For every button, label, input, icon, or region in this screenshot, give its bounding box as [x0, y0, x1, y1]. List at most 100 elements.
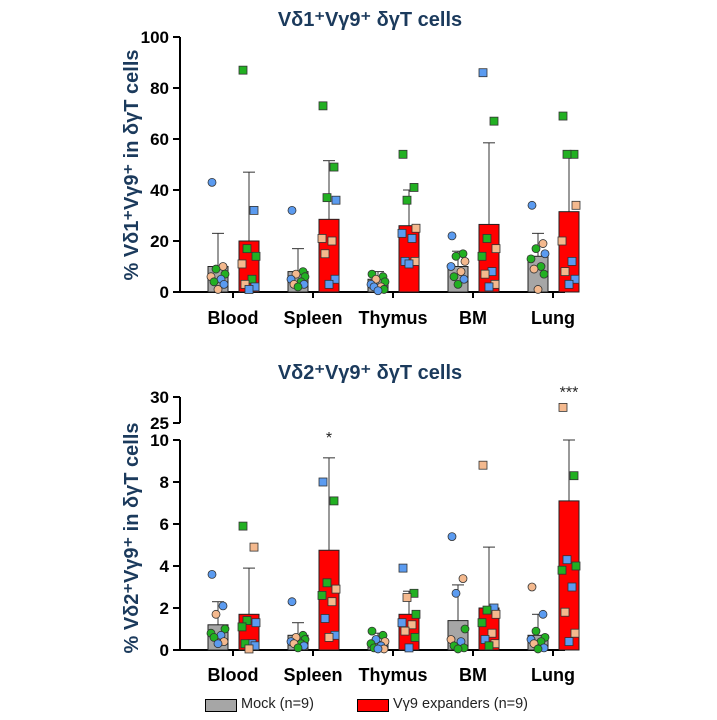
data-point [478, 460, 488, 470]
data-point [237, 622, 247, 632]
y-tick-label: 80 [150, 79, 169, 98]
data-point [244, 644, 254, 654]
data-point [249, 542, 259, 552]
data-point [407, 620, 417, 630]
data-point [211, 264, 221, 274]
y-tick-label: 0 [160, 641, 169, 660]
significance-mark: * [326, 430, 332, 447]
data-point [564, 637, 574, 646]
data-point [329, 162, 339, 172]
data-point [244, 285, 254, 294]
y-tick-label: 25 [150, 414, 169, 433]
data-point [404, 259, 414, 269]
data-point [491, 244, 501, 254]
data-point [540, 249, 550, 259]
data-point [242, 616, 252, 625]
data-point [238, 521, 248, 531]
data-point [453, 279, 463, 289]
data-point [287, 205, 297, 215]
data-point [213, 285, 223, 294]
data-point [533, 285, 543, 294]
y-tick-label: 60 [150, 130, 169, 149]
data-point [560, 607, 570, 617]
data-point [527, 200, 537, 210]
data-point [400, 626, 410, 636]
data-point [320, 249, 330, 259]
data-point [531, 626, 541, 636]
data-point [477, 618, 487, 628]
data-point [409, 183, 419, 192]
data-point [460, 256, 470, 266]
data-point [570, 274, 580, 284]
significance-mark: *** [560, 384, 579, 401]
y-tick-label: 20 [150, 232, 169, 251]
data-point [411, 223, 421, 233]
y-tick-label: 40 [150, 181, 169, 200]
data-point [317, 234, 327, 243]
data-point [562, 555, 572, 565]
data-point [451, 588, 461, 598]
chart-title: Vδ2⁺Vγ9⁺ δγT cells [278, 362, 462, 384]
data-point [480, 269, 490, 279]
data-point [249, 205, 259, 215]
x-tick-label: Thymus [358, 308, 427, 328]
data-point [331, 195, 341, 205]
data-point [207, 177, 217, 187]
data-point [447, 532, 457, 541]
data-point [447, 231, 457, 241]
data-point [446, 262, 456, 271]
data-point [567, 256, 577, 266]
x-tick-label: Blood [208, 308, 259, 328]
data-point [489, 116, 499, 126]
legend-swatch-expanders [357, 699, 389, 712]
data-point [329, 496, 339, 506]
data-point [373, 286, 383, 296]
y-tick-label: 30 [150, 388, 169, 407]
data-point [557, 565, 567, 575]
data-point [397, 228, 407, 238]
data-point [567, 582, 577, 592]
y-axis-label: % Vδ2⁺Vγ9⁺ in δγT cells [121, 422, 143, 653]
data-point [411, 609, 421, 619]
data-point [460, 624, 470, 634]
data-point [538, 239, 548, 248]
data-point [557, 236, 567, 246]
x-tick-label: Spleen [283, 308, 342, 328]
data-point [564, 279, 574, 289]
data-point [458, 574, 468, 583]
data-point [322, 578, 332, 588]
data-point [324, 633, 334, 642]
data-point [459, 274, 469, 284]
data-point [538, 609, 548, 619]
data-point [560, 267, 570, 277]
y-tick-label: 2 [160, 599, 169, 618]
data-point [402, 195, 412, 205]
x-tick-label: Spleen [283, 665, 342, 685]
data-point [293, 282, 303, 292]
data-point [569, 471, 579, 481]
data-point [209, 277, 219, 287]
x-tick-label: Lung [531, 665, 575, 685]
data-point [456, 267, 466, 277]
data-point [477, 251, 487, 261]
data-point [397, 618, 407, 628]
data-point [527, 582, 537, 592]
data-point [491, 609, 501, 619]
data-point [331, 584, 341, 594]
data-point [242, 244, 252, 254]
data-point [526, 254, 536, 264]
data-point [238, 65, 248, 75]
data-point [453, 644, 463, 654]
data-point [402, 593, 412, 602]
y-axis-label: % Vδ1⁺Vγ9⁺ in δγT cells [121, 49, 143, 280]
data-point [539, 269, 549, 279]
data-point [211, 609, 221, 619]
data-point [317, 591, 327, 600]
data-point [482, 234, 492, 243]
data-point [478, 68, 488, 78]
data-point [484, 282, 494, 292]
data-point [324, 279, 334, 289]
chart-title: Vδ1⁺Vγ9⁺ δγT cells [278, 9, 462, 31]
data-point [213, 639, 223, 649]
data-point [318, 101, 328, 111]
